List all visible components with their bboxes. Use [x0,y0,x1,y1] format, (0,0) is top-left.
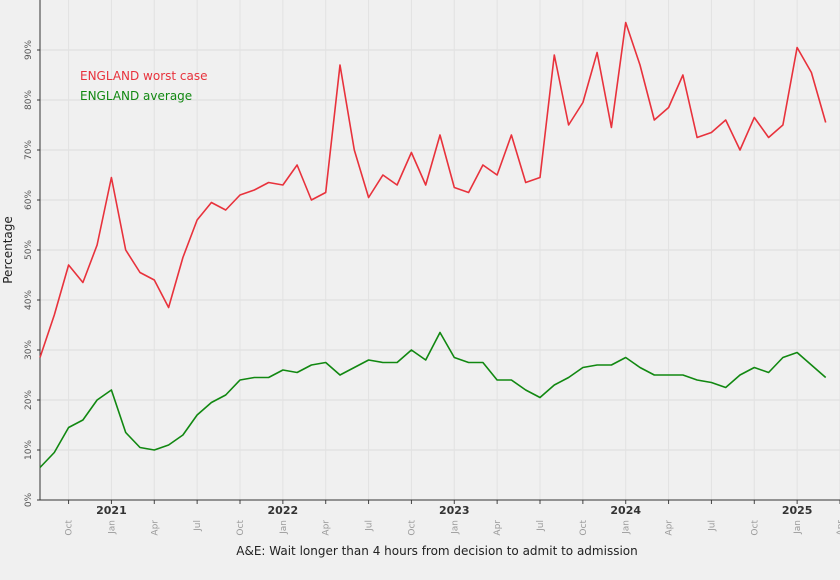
y-tick-label: 90% [24,40,34,60]
legend-item-worst-case: ENGLAND worst case [80,69,208,83]
x-tick-month-label: Jan [107,520,117,535]
x-tick-month-label: Jul [365,520,375,532]
x-tick-month-label: Jul [536,520,546,532]
x-tick-month-label: Jul [707,520,717,532]
axis-layer: 0% 10% 20% 30% 40% 50% 60% 70% 80% 90% Oct Jan Apr Ju… [24,0,840,536]
x-tick-month-label: Jan [450,520,460,535]
series-line-average [39,331,827,469]
y-tick-label: 40% [24,290,34,310]
x-axis-label: A&E: Wait longer than 4 hours from decis… [236,544,637,558]
y-tick-label: 70% [24,140,34,160]
x-tick-month-label: Apr [150,520,160,536]
y-axis-label: Percentage [1,216,15,284]
x-tick-month-label: Apr [665,520,675,536]
y-tick-label: 20% [24,390,34,410]
x-tick-month-label: Jan [793,520,803,535]
x-tick-month-label: Jan [622,520,632,535]
x-tick-month-label: Apr [322,520,332,536]
y-tick-label: 50% [24,240,34,260]
series-line-worst-case [39,21,827,358]
x-tick-year-label: 2024 [610,504,641,517]
grid-layer [40,0,840,501]
x-tick-month-label: Apr [493,520,503,536]
y-tick-label: 10% [24,440,34,460]
series-layer [39,21,827,469]
legend-item-average: ENGLAND average [80,89,192,103]
x-tick-year-label: 2023 [439,504,470,517]
x-tick-month-label: Oct [65,520,75,536]
x-tick-year-label: 2025 [782,504,813,517]
x-tick-month-label: Jul [193,520,203,532]
x-tick-month-label: Jan [279,520,289,535]
y-tick-label: 60% [24,190,34,210]
x-tick-month-label: Oct [407,520,417,536]
x-tick-month-label: Oct [236,520,246,536]
x-tick-month-label: Oct [750,520,760,536]
x-tick-year-label: 2021 [96,504,127,517]
x-tick-year-label: 2022 [268,504,299,517]
y-tick-label: 30% [24,340,34,360]
y-tick-label: 80% [24,90,34,110]
x-tick-month-label: Oct [579,520,589,536]
x-tick-month-label: Apr [836,520,840,536]
y-tick-label: 0% [24,492,34,507]
